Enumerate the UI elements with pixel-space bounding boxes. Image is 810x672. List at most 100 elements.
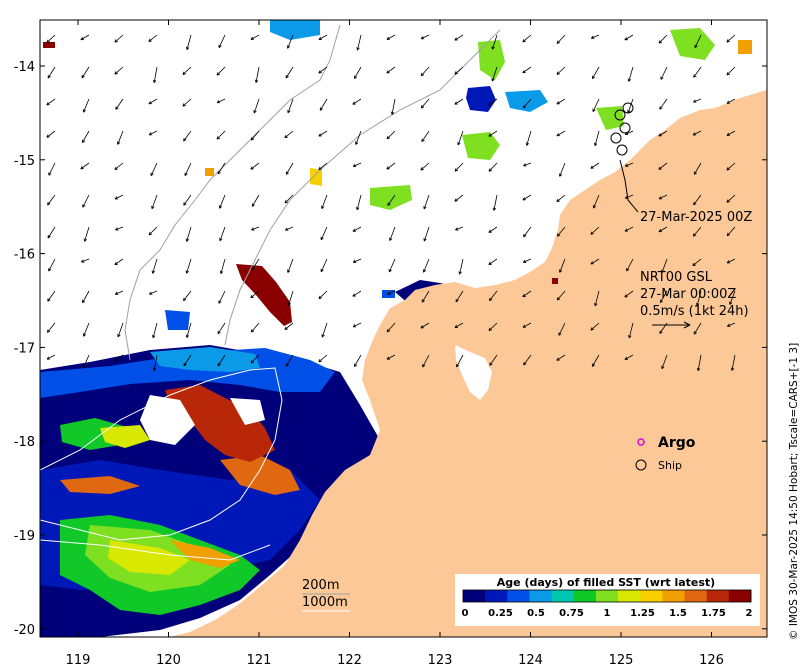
current-arrow — [80, 34, 90, 41]
current-arrow — [216, 66, 226, 76]
current-arrow — [522, 34, 532, 43]
x-tick-label: 123 — [428, 653, 453, 668]
current-arrow — [318, 354, 328, 363]
sst-patch-red-brown — [165, 385, 275, 462]
current-arrow — [488, 162, 498, 172]
current-arrow — [454, 322, 464, 328]
current-arrow — [152, 322, 158, 338]
ship-legend-icon — [635, 459, 647, 471]
current-arrow — [353, 258, 362, 263]
current-arrow — [84, 226, 90, 242]
current-arrow — [488, 98, 498, 106]
current-arrow — [625, 130, 634, 135]
current-arrow — [218, 34, 226, 48]
current-arrow — [285, 354, 294, 367]
current-arrow — [455, 226, 464, 231]
current-arrow — [115, 226, 124, 231]
current-arrow — [590, 226, 600, 235]
current-arrow — [558, 322, 566, 336]
contour-1000m-label: 1000m — [302, 595, 348, 610]
colorbar-swatch — [684, 590, 708, 602]
current-arrow — [216, 98, 226, 104]
colorbar-ticks: 0 0.25 0.5 0.75 1 1.25 1.5 1.75 2 — [462, 608, 753, 619]
current-arrow — [183, 354, 192, 367]
current-arrow — [658, 226, 668, 233]
y-tick-label: -20 — [14, 623, 35, 638]
x-axis: 119 120 121 122 123 124 125 126 — [66, 20, 724, 668]
current-arrow — [590, 322, 600, 331]
current-arrow — [287, 34, 294, 49]
colorbar-swatch — [640, 590, 663, 602]
current-arrow — [420, 162, 430, 171]
current-arrow — [624, 34, 634, 41]
current-arrow — [114, 34, 124, 43]
sst-patch-orange-ne — [738, 40, 752, 54]
current-arrow — [82, 194, 90, 208]
sst-patch-blue-sw — [165, 310, 190, 330]
colorbar-swatch — [529, 590, 553, 602]
ship-marker — [619, 122, 631, 134]
colorbar-swatch — [595, 590, 619, 602]
current-arrow — [522, 290, 532, 298]
sst-patch-light-blue — [150, 347, 260, 372]
current-arrow — [284, 194, 294, 204]
current-arrow — [82, 290, 90, 303]
ship-track-line — [619, 159, 639, 213]
current-arrow — [217, 354, 226, 367]
current-arrow — [320, 226, 328, 240]
current-arrow — [47, 322, 56, 333]
current-arrow — [251, 194, 260, 207]
current-arrow — [151, 194, 158, 209]
current-arrow — [386, 66, 396, 74]
current-arrow — [354, 66, 362, 79]
current-arrow — [421, 130, 430, 142]
current-arrow — [391, 98, 396, 115]
current-arrow — [625, 162, 634, 167]
current-arrow — [285, 66, 294, 79]
current-arrow — [250, 290, 260, 299]
current-arrow — [46, 98, 56, 106]
sst-patch-orange-mid — [220, 455, 300, 495]
current-arrow — [523, 258, 532, 263]
y-tick-label: -17 — [14, 341, 35, 356]
colorbar-tick-label: 1.25 — [630, 608, 655, 619]
current-arrow — [522, 322, 532, 328]
current-arrow — [387, 194, 396, 206]
current-arrow — [559, 258, 566, 273]
current-arrow — [152, 258, 158, 274]
current-arrow — [729, 290, 736, 305]
current-arrow — [183, 194, 192, 206]
current-arrow — [284, 322, 294, 330]
current-arrow — [182, 66, 192, 75]
current-arrow — [626, 258, 634, 272]
current-arrow — [386, 130, 396, 140]
x-tick-label: 119 — [66, 653, 91, 668]
current-arrow — [422, 354, 430, 368]
current-arrow — [255, 66, 260, 83]
current-arrow — [492, 34, 498, 50]
current-arrow — [592, 66, 600, 79]
colorbar-swatch — [573, 590, 597, 602]
current-arrow — [658, 162, 668, 170]
current-arrow — [454, 162, 464, 172]
sst-patch-red-nw — [43, 42, 55, 48]
current-arrow — [693, 194, 702, 206]
sst-patch-blue-nw — [270, 20, 320, 40]
current-arrow — [253, 98, 260, 114]
colorbar-swatch — [485, 590, 508, 602]
current-arrow — [592, 98, 600, 112]
colorbar-tick-label: 1.75 — [701, 608, 726, 619]
current-arrow — [489, 354, 498, 366]
current-arrow — [693, 162, 702, 175]
current-arrow — [356, 194, 362, 211]
ship-label: Ship — [658, 459, 682, 472]
current-arrow — [556, 130, 566, 137]
current-arrow — [659, 98, 668, 110]
current-arrow — [726, 130, 736, 136]
plot-frame — [39, 19, 768, 638]
current-arrow — [628, 322, 634, 339]
colorbar-swatch — [463, 590, 486, 602]
current-arrow — [318, 66, 328, 74]
current-arrow — [352, 322, 362, 328]
current-arrow — [488, 322, 498, 331]
